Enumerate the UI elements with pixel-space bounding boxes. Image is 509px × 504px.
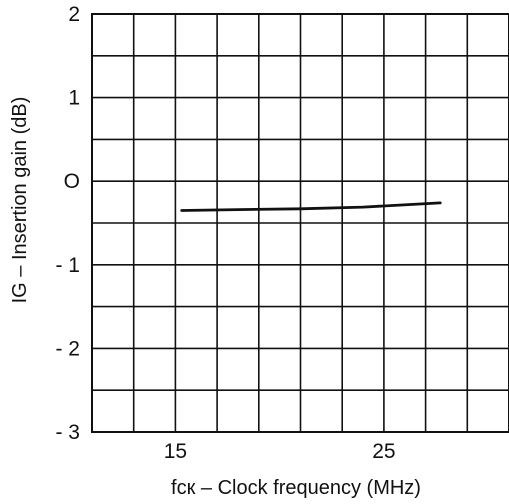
x-tick-labels: 15 25 bbox=[164, 440, 396, 463]
plot-frame bbox=[91, 13, 509, 433]
y-tick-label: 1 bbox=[68, 87, 80, 110]
y-tick-label: - 3 bbox=[55, 421, 80, 444]
y-tick-label: 2 bbox=[68, 3, 80, 26]
x-tick-label: 15 bbox=[164, 440, 187, 463]
grid bbox=[92, 14, 509, 432]
series-line bbox=[180, 201, 442, 212]
y-tick-label: - 1 bbox=[55, 254, 80, 277]
y-tick-label: O bbox=[64, 170, 80, 193]
y-tick-label: - 2 bbox=[55, 337, 80, 360]
x-tick-label: 25 bbox=[372, 440, 395, 463]
y-tick-labels: 2 1 O - 1 - 2 - 3 bbox=[55, 3, 80, 444]
y-axis-label: IG – Insertion gain (dB) bbox=[9, 97, 31, 304]
x-axis-label: fcк – Clock frequency (MHz) bbox=[171, 477, 421, 499]
